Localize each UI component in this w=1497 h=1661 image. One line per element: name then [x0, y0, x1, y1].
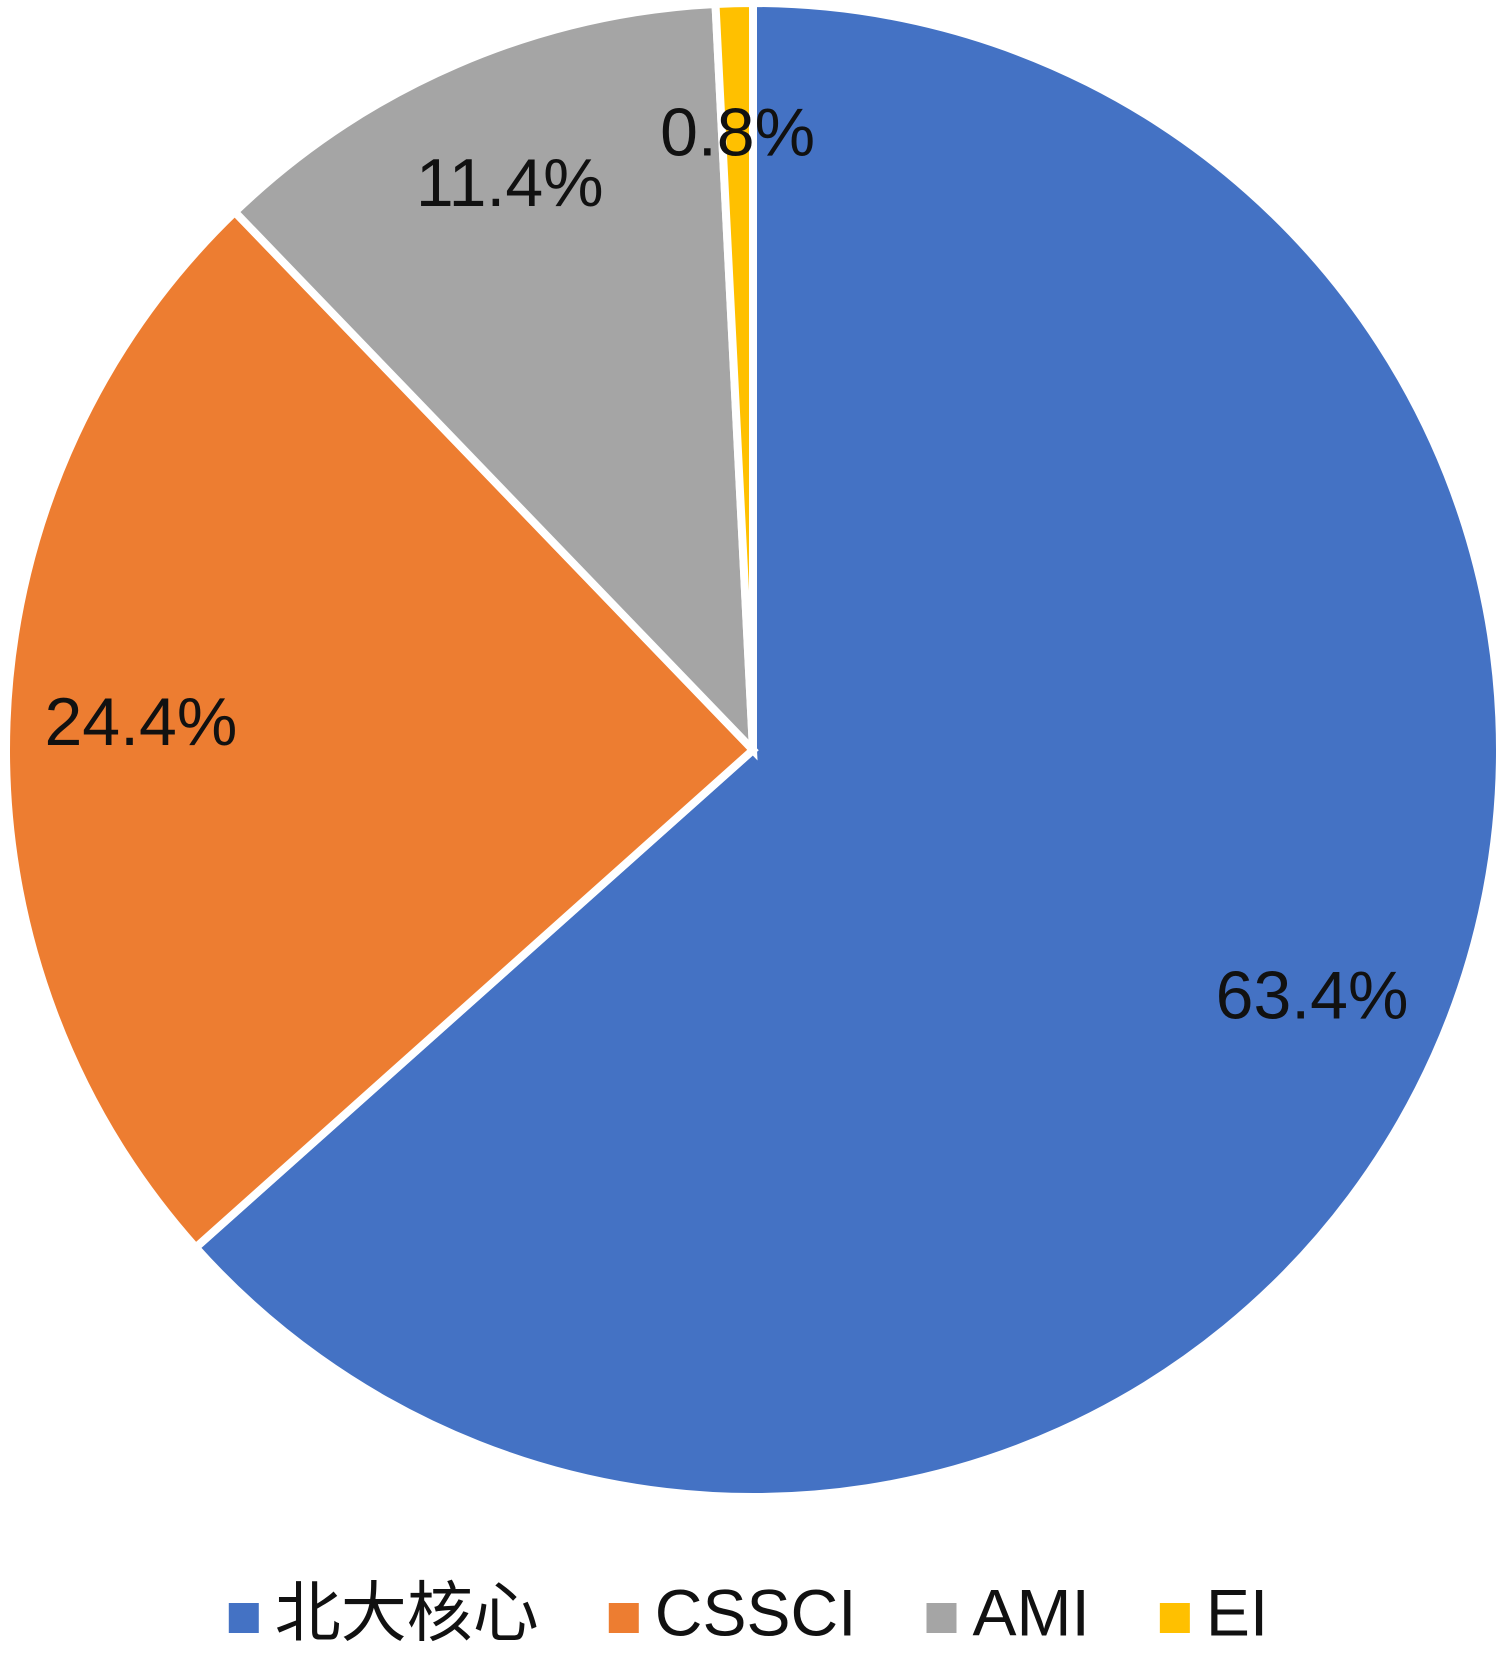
pie-slice [711, 0, 757, 751]
data-label: 11.4% [416, 145, 604, 221]
data-label: 0.8% [660, 95, 815, 171]
legend-label: CSSCI [655, 1575, 857, 1649]
legend-swatch [608, 1603, 639, 1633]
pie-slice [229, 0, 758, 761]
legend-label: EI [1206, 1575, 1268, 1649]
legend-swatch [228, 1603, 259, 1633]
legend: 北大核心 CSSCI AMI EI [228, 1575, 1268, 1649]
data-label: 24.4% [44, 684, 237, 760]
legend-swatch [1159, 1603, 1190, 1633]
legend-swatch [926, 1603, 957, 1633]
pie-slice [2, 206, 759, 1254]
legend-label: 北大核心 [275, 1575, 539, 1649]
legend-label: AMI [973, 1575, 1090, 1649]
data-label: 63.4% [1216, 957, 1409, 1033]
pie-slice [190, 0, 1497, 1501]
